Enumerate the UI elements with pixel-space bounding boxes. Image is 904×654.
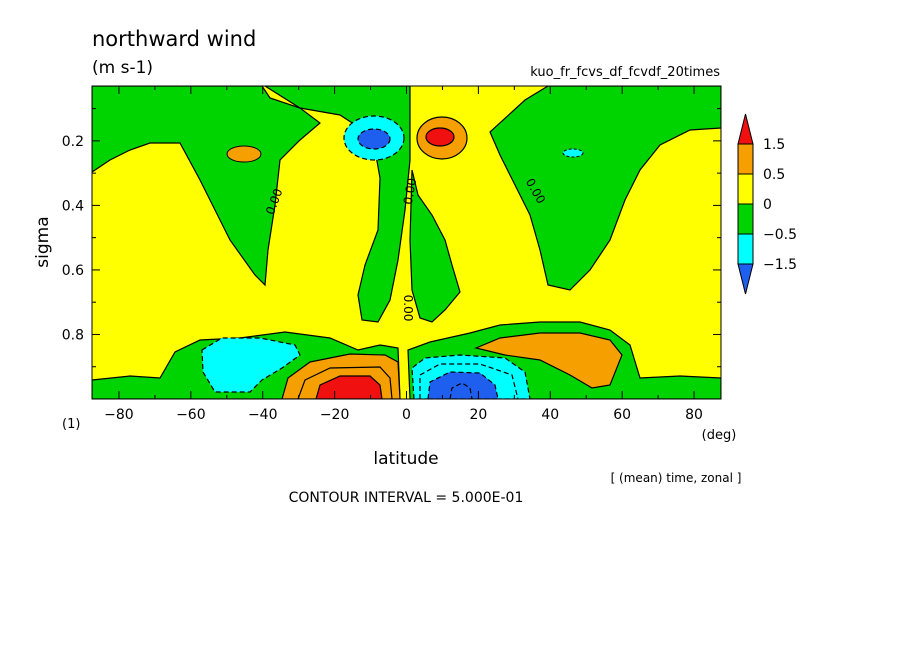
x-axis-label: latitude [373, 449, 438, 469]
colorbar-top-arrow [737, 113, 754, 145]
x-tick-label: 80 [685, 407, 703, 423]
colorbar-label: 0 [763, 197, 772, 213]
x-tick-label: −80 [104, 407, 134, 423]
x-tick-label: −60 [176, 407, 206, 423]
region-upper-northerly-core [425, 127, 455, 147]
region-low-northerly-inner [297, 366, 393, 399]
region-low-northerly-core [315, 375, 383, 399]
colorbar-label: −0.5 [763, 227, 797, 243]
contour-label-low: 0.00 [401, 295, 415, 322]
region-sh-upper-blob [226, 145, 262, 163]
contour-interval: CONTOUR INTERVAL = 5.000E-01 [289, 490, 524, 506]
region-nh-upper-blob [562, 148, 584, 158]
colorbar-bottom-arrow [737, 263, 754, 295]
region-nh-mid-orange [474, 332, 623, 389]
contour-label-eq: 0.00 [401, 177, 419, 206]
colorbar-segment [737, 203, 754, 235]
y-axis: 0.2 0.4 0.6 0.8 [62, 108, 721, 368]
colorbar-label: −1.5 [763, 257, 797, 273]
colorbar-segment [737, 173, 754, 205]
x-tick-label: −40 [248, 407, 278, 423]
colorbar-label: 1.5 [763, 137, 785, 153]
y-tick-label: 0.2 [62, 134, 84, 150]
y-tick-label: 0.8 [62, 327, 84, 343]
x-tick-label: 60 [613, 407, 631, 423]
x-axis-unit: (deg) [702, 428, 737, 443]
region-nh-tongue [409, 169, 461, 323]
region-low-southerly-core [427, 371, 499, 399]
contour-labels: 0.00 0.00 0.00 0.00 [263, 176, 548, 321]
colorbar-label: 0.5 [763, 167, 785, 183]
y-tick-label: 0.4 [62, 198, 84, 214]
y-tick-label: 0.6 [62, 263, 84, 279]
chart-title: northward wind [92, 27, 256, 51]
x-tick-label: 40 [541, 407, 559, 423]
averaging-note: [ (mean) time, zonal ] [611, 471, 742, 485]
colorbar: 1.5 0.5 0 −0.5 −1.5 [737, 113, 797, 295]
y-axis-label: sigma [33, 216, 53, 267]
x-tick-label: 20 [469, 407, 487, 423]
experiment-label: kuo_fr_fcvs_df_fcvdf_20times [530, 65, 720, 80]
x-axis: −80 −60 −40 −20 0 20 40 60 80 [104, 86, 703, 423]
colorbar-segment [737, 233, 754, 265]
x-tick-label: −20 [320, 407, 350, 423]
region-nh-negative-upper [489, 86, 721, 291]
region-low-southerly-ring [449, 382, 473, 399]
contour-field [92, 86, 721, 399]
region-sh-mid-cyan [201, 337, 301, 393]
region-upper-southerly-core [357, 128, 391, 150]
colorbar-segment [737, 143, 754, 175]
x-tick-label: 0 [402, 407, 411, 423]
chart-units: (m s-1) [92, 58, 153, 78]
region-low-southerly-inner [419, 363, 519, 399]
panel-number: (1) [62, 417, 80, 432]
